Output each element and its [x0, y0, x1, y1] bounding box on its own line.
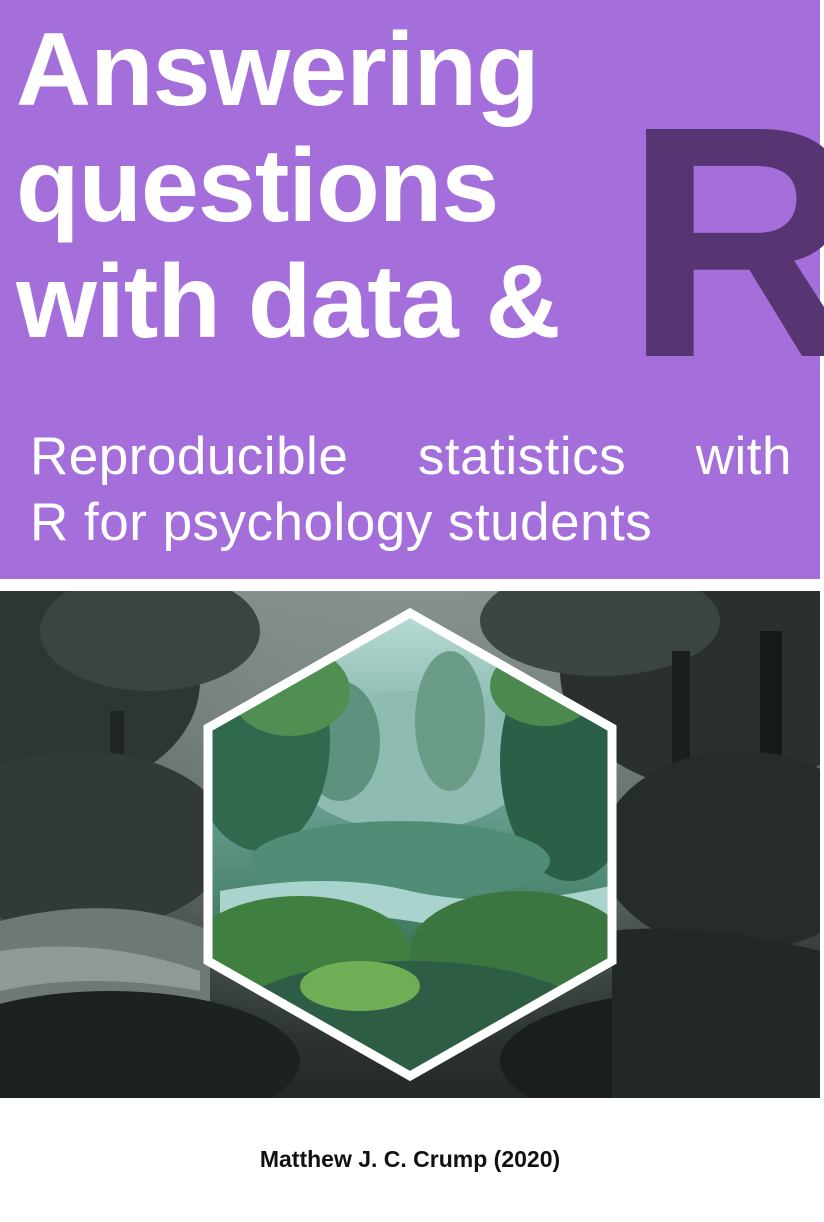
cover-illustration — [0, 591, 820, 1098]
hexagon-frame — [203, 607, 617, 1082]
subtitle-line-1: Reproducible statistics with — [30, 427, 792, 486]
subtitle-line-2: R for psychology students — [30, 493, 653, 552]
r-logo-letter: R — [624, 57, 824, 426]
author-credit: Matthew J. C. Crump (2020) — [259, 1146, 561, 1172]
title-line-2: questions — [16, 128, 499, 244]
title-line-1: Answering — [16, 12, 540, 128]
book-title: Answering questions with data & — [16, 12, 561, 360]
title-line-3: with data & — [16, 244, 561, 360]
title-banner: Answering questions with data & R Reprod… — [0, 0, 824, 579]
book-subtitle: Reproducible statistics with R for psych… — [30, 424, 792, 556]
